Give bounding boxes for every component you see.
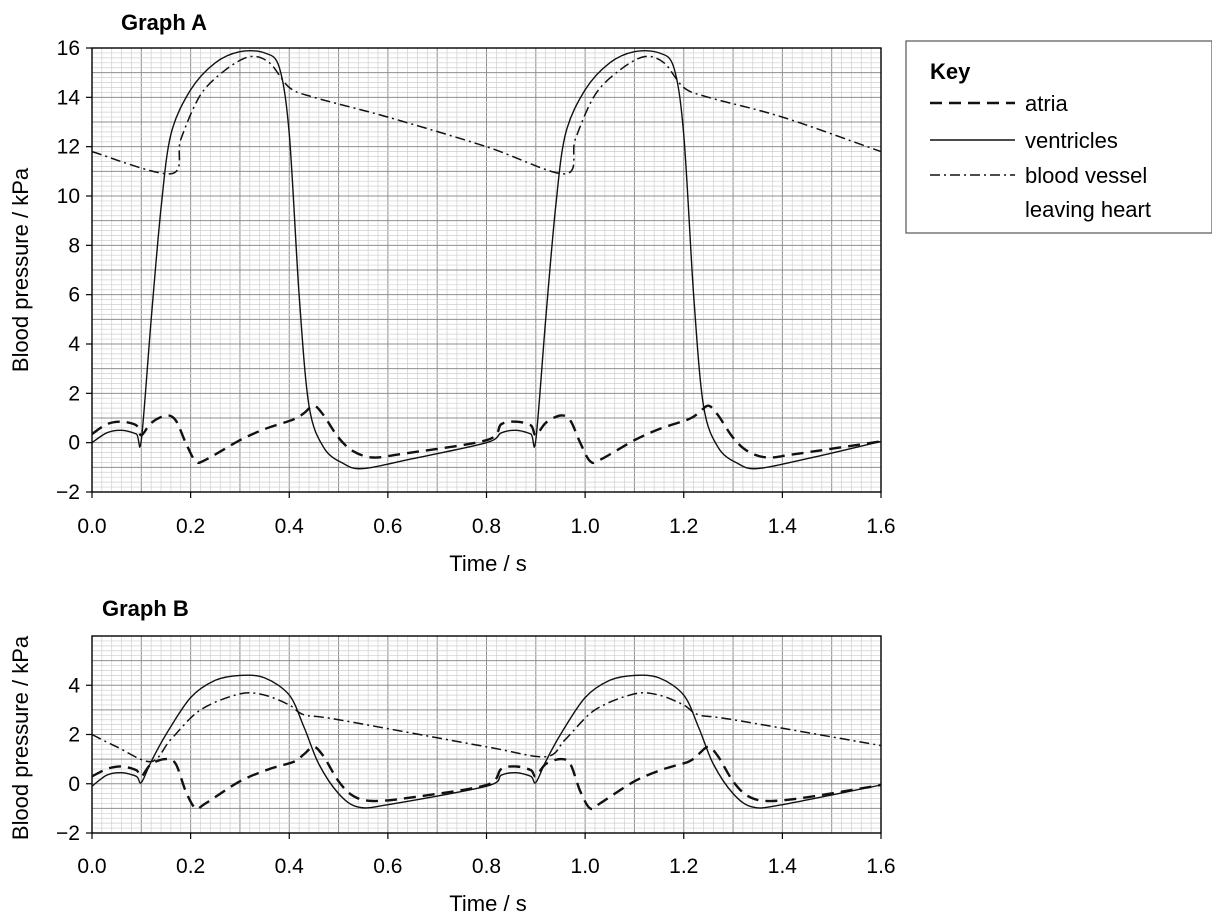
key-box: Key atria ventricles blood vessel leavin… (905, 40, 1212, 234)
graph-a-x-ticks: 0.0 0.2 0.4 0.6 0.8 1.0 1.2 1.4 1.6 (77, 492, 896, 538)
x-tick-label: 0.8 (472, 515, 501, 538)
series-line-ventricles (91, 50, 882, 470)
x-tick-label: 1.0 (571, 515, 600, 538)
x-tick-label: 0.2 (176, 515, 205, 538)
y-tick-label: 2 (68, 724, 80, 747)
y-tick-label: −2 (56, 481, 80, 504)
x-tick-label: 0.4 (275, 855, 305, 878)
graph-b-y-ticks: −2 0 2 4 (56, 674, 92, 845)
series-line-atria (91, 745, 882, 811)
x-tick-label: 0.0 (77, 515, 106, 538)
key-label-ventricles: ventricles (1025, 128, 1118, 153)
x-tick-label: 1.2 (669, 515, 698, 538)
x-tick-label: 0.4 (275, 515, 305, 538)
x-tick-label: 1.0 (571, 855, 600, 878)
y-tick-label: −2 (56, 822, 80, 845)
y-tick-label: 16 (57, 37, 80, 60)
graph-a-grid (91, 47, 882, 493)
graph-b-x-ticks: 0.0 0.2 0.4 0.6 0.8 1.0 1.2 1.4 1.6 (77, 833, 896, 878)
graph-b-grid (91, 635, 882, 834)
x-tick-label: 1.6 (866, 855, 895, 878)
x-tick-label: 1.6 (866, 515, 895, 538)
x-tick-label: 0.8 (472, 855, 501, 878)
graph-b-x-axis-label: Time / s (449, 891, 526, 916)
graph-a-y-ticks: −2 0 2 4 6 8 10 12 14 16 (56, 37, 92, 504)
y-tick-label: 2 (68, 382, 80, 405)
x-tick-label: 1.2 (669, 855, 698, 878)
x-tick-label: 1.4 (768, 855, 798, 878)
x-tick-label: 0.6 (373, 515, 402, 538)
key-label-blood-vessel: blood vessel (1025, 163, 1147, 188)
key-frame (905, 40, 1212, 234)
y-tick-label: 0 (68, 773, 80, 796)
x-tick-label: 0.0 (77, 855, 106, 878)
key-label-atria: atria (1025, 91, 1069, 116)
x-tick-label: 0.2 (176, 855, 205, 878)
graph-b-y-axis-label: Blood pressure / kPa (8, 635, 33, 840)
series-line-blood-vessel-leaving-heart (91, 55, 882, 175)
y-tick-label: 8 (68, 234, 80, 257)
key-label-leaving-heart: leaving heart (1025, 197, 1151, 222)
y-tick-label: 10 (57, 185, 80, 208)
graph-a-series (91, 50, 882, 470)
y-tick-label: 6 (68, 284, 80, 307)
graph-b-series (91, 674, 882, 811)
y-tick-label: 14 (57, 86, 81, 109)
graph-b-title: Graph B (102, 596, 189, 621)
x-tick-label: 1.4 (768, 515, 798, 538)
graph-a: Graph A 0.0 0.2 0.4 0.6 0.8 1.0 1.2 1.4 1.6 −2 0 2… (8, 10, 896, 576)
series-line-blood-vessel-leaving-heart (91, 692, 882, 763)
y-tick-label: 12 (57, 136, 80, 159)
graph-a-y-axis-label: Blood pressure / kPa (8, 167, 33, 372)
y-tick-label: 0 (68, 432, 80, 455)
series-line-atria (91, 404, 882, 465)
graph-a-x-axis-label: Time / s (449, 551, 526, 576)
y-tick-label: 4 (68, 674, 80, 697)
y-tick-label: 4 (68, 333, 80, 356)
x-tick-label: 0.6 (373, 855, 402, 878)
graph-a-title: Graph A (121, 10, 207, 35)
graph-b: Graph B 0.0 0.2 0.4 0.6 0.8 1.0 1.2 1.4 1.6 −2 0 2… (8, 596, 896, 916)
key-title: Key (930, 59, 971, 84)
